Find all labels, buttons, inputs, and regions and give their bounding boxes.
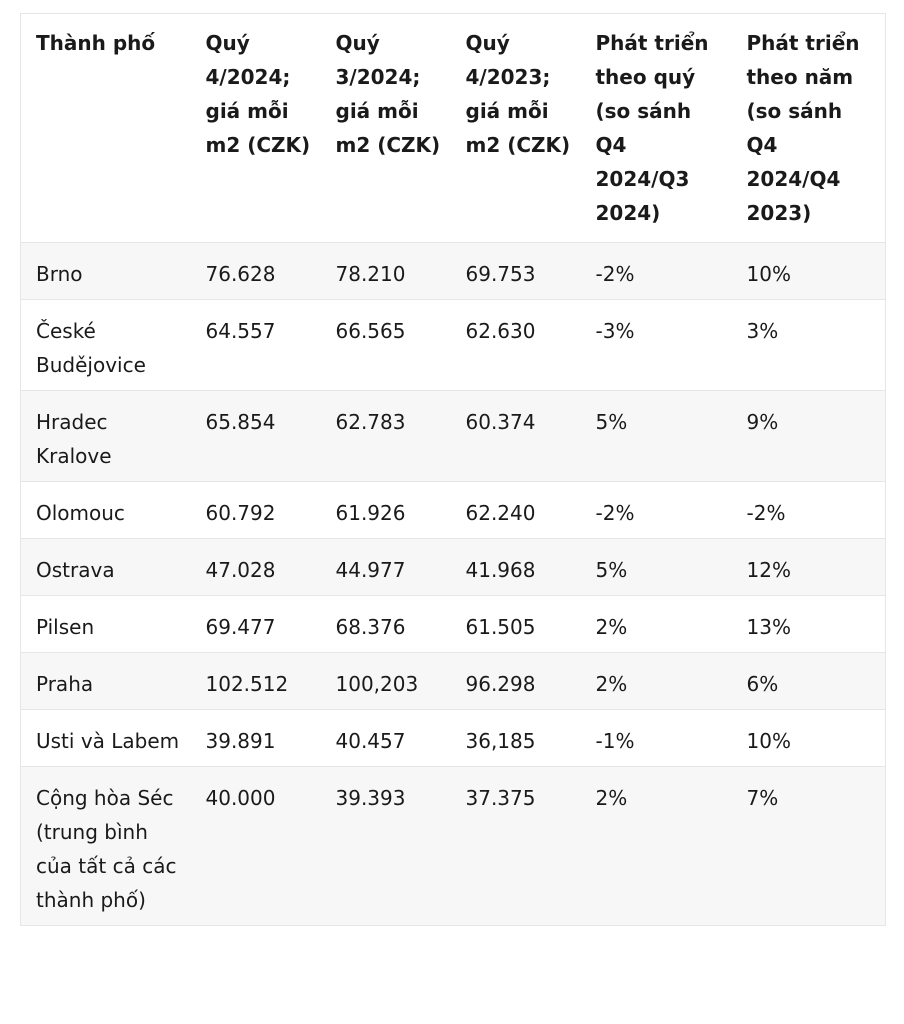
header-yearly-growth: Phát triển theo năm (so sánh Q4 2024/Q4 …: [731, 13, 886, 243]
cell-yearly-growth: 7%: [731, 766, 886, 926]
cell-yearly-growth: 10%: [731, 242, 886, 300]
header-city: Thành phố: [20, 13, 191, 243]
cell-quarterly-growth: -2%: [580, 242, 732, 300]
cell-quarterly-growth: 2%: [580, 766, 732, 926]
table-row: Cộng hòa Séc (trung bình của tất cả các …: [20, 766, 886, 926]
cell-quarterly-growth: 5%: [580, 538, 732, 596]
cell-yearly-growth: 3%: [731, 299, 886, 391]
table-row: Praha 102.512 100,203 96.298 2% 6%: [20, 652, 886, 710]
cell-city: Brno: [20, 242, 191, 300]
table-header-row: Thành phố Quý 4/2024; giá mỗi m2 (CZK) Q…: [20, 13, 886, 243]
cell-city: Ostrava: [20, 538, 191, 596]
cell-city: České Budějovice: [20, 299, 191, 391]
table-row: Pilsen 69.477 68.376 61.505 2% 13%: [20, 595, 886, 653]
cell-city: Pilsen: [20, 595, 191, 653]
cell-yearly-growth: 6%: [731, 652, 886, 710]
cell-q4-2023: 61.505: [450, 595, 581, 653]
cell-quarterly-growth: 5%: [580, 390, 732, 482]
cell-q3-2024: 62.783: [320, 390, 451, 482]
header-q4-2024: Quý 4/2024; giá mỗi m2 (CZK): [190, 13, 321, 243]
cell-city: Hradec Kralove: [20, 390, 191, 482]
cell-city: Cộng hòa Séc (trung bình của tất cả các …: [20, 766, 191, 926]
cell-q4-2024: 47.028: [190, 538, 321, 596]
cell-q3-2024: 44.977: [320, 538, 451, 596]
price-table: Thành phố Quý 4/2024; giá mỗi m2 (CZK) Q…: [20, 13, 886, 926]
cell-quarterly-growth: 2%: [580, 595, 732, 653]
cell-q4-2024: 39.891: [190, 709, 321, 767]
cell-q3-2024: 66.565: [320, 299, 451, 391]
header-q4-2023: Quý 4/2023; giá mỗi m2 (CZK): [450, 13, 581, 243]
cell-q4-2024: 64.557: [190, 299, 321, 391]
cell-q3-2024: 61.926: [320, 481, 451, 539]
cell-q4-2023: 37.375: [450, 766, 581, 926]
cell-q4-2024: 76.628: [190, 242, 321, 300]
cell-q3-2024: 78.210: [320, 242, 451, 300]
cell-city: Usti và Labem: [20, 709, 191, 767]
cell-q4-2023: 60.374: [450, 390, 581, 482]
cell-yearly-growth: 12%: [731, 538, 886, 596]
cell-q4-2024: 60.792: [190, 481, 321, 539]
cell-q4-2024: 40.000: [190, 766, 321, 926]
cell-q4-2024: 69.477: [190, 595, 321, 653]
cell-quarterly-growth: -3%: [580, 299, 732, 391]
table-row: Brno 76.628 78.210 69.753 -2% 10%: [20, 242, 886, 300]
cell-q4-2023: 62.240: [450, 481, 581, 539]
cell-q4-2024: 102.512: [190, 652, 321, 710]
cell-q4-2023: 36,185: [450, 709, 581, 767]
cell-q4-2023: 69.753: [450, 242, 581, 300]
cell-yearly-growth: 13%: [731, 595, 886, 653]
cell-yearly-growth: -2%: [731, 481, 886, 539]
cell-quarterly-growth: -2%: [580, 481, 732, 539]
cell-yearly-growth: 9%: [731, 390, 886, 482]
cell-q3-2024: 39.393: [320, 766, 451, 926]
cell-q4-2023: 62.630: [450, 299, 581, 391]
cell-yearly-growth: 10%: [731, 709, 886, 767]
table-row: Ostrava 47.028 44.977 41.968 5% 12%: [20, 538, 886, 596]
table-row: Hradec Kralove 65.854 62.783 60.374 5% 9…: [20, 390, 886, 482]
table-row: České Budějovice 64.557 66.565 62.630 -3…: [20, 299, 886, 391]
table-row: Olomouc 60.792 61.926 62.240 -2% -2%: [20, 481, 886, 539]
cell-quarterly-growth: -1%: [580, 709, 732, 767]
cell-quarterly-growth: 2%: [580, 652, 732, 710]
cell-q4-2024: 65.854: [190, 390, 321, 482]
cell-city: Olomouc: [20, 481, 191, 539]
header-quarterly-growth: Phát triển theo quý (so sánh Q4 2024/Q3 …: [580, 13, 732, 243]
cell-q4-2023: 41.968: [450, 538, 581, 596]
header-q3-2024: Quý 3/2024; giá mỗi m2 (CZK): [320, 13, 451, 243]
table-row: Usti và Labem 39.891 40.457 36,185 -1% 1…: [20, 709, 886, 767]
cell-q3-2024: 40.457: [320, 709, 451, 767]
cell-q3-2024: 68.376: [320, 595, 451, 653]
cell-q4-2023: 96.298: [450, 652, 581, 710]
price-table-container: Thành phố Quý 4/2024; giá mỗi m2 (CZK) Q…: [20, 13, 886, 926]
cell-q3-2024: 100,203: [320, 652, 451, 710]
cell-city: Praha: [20, 652, 191, 710]
